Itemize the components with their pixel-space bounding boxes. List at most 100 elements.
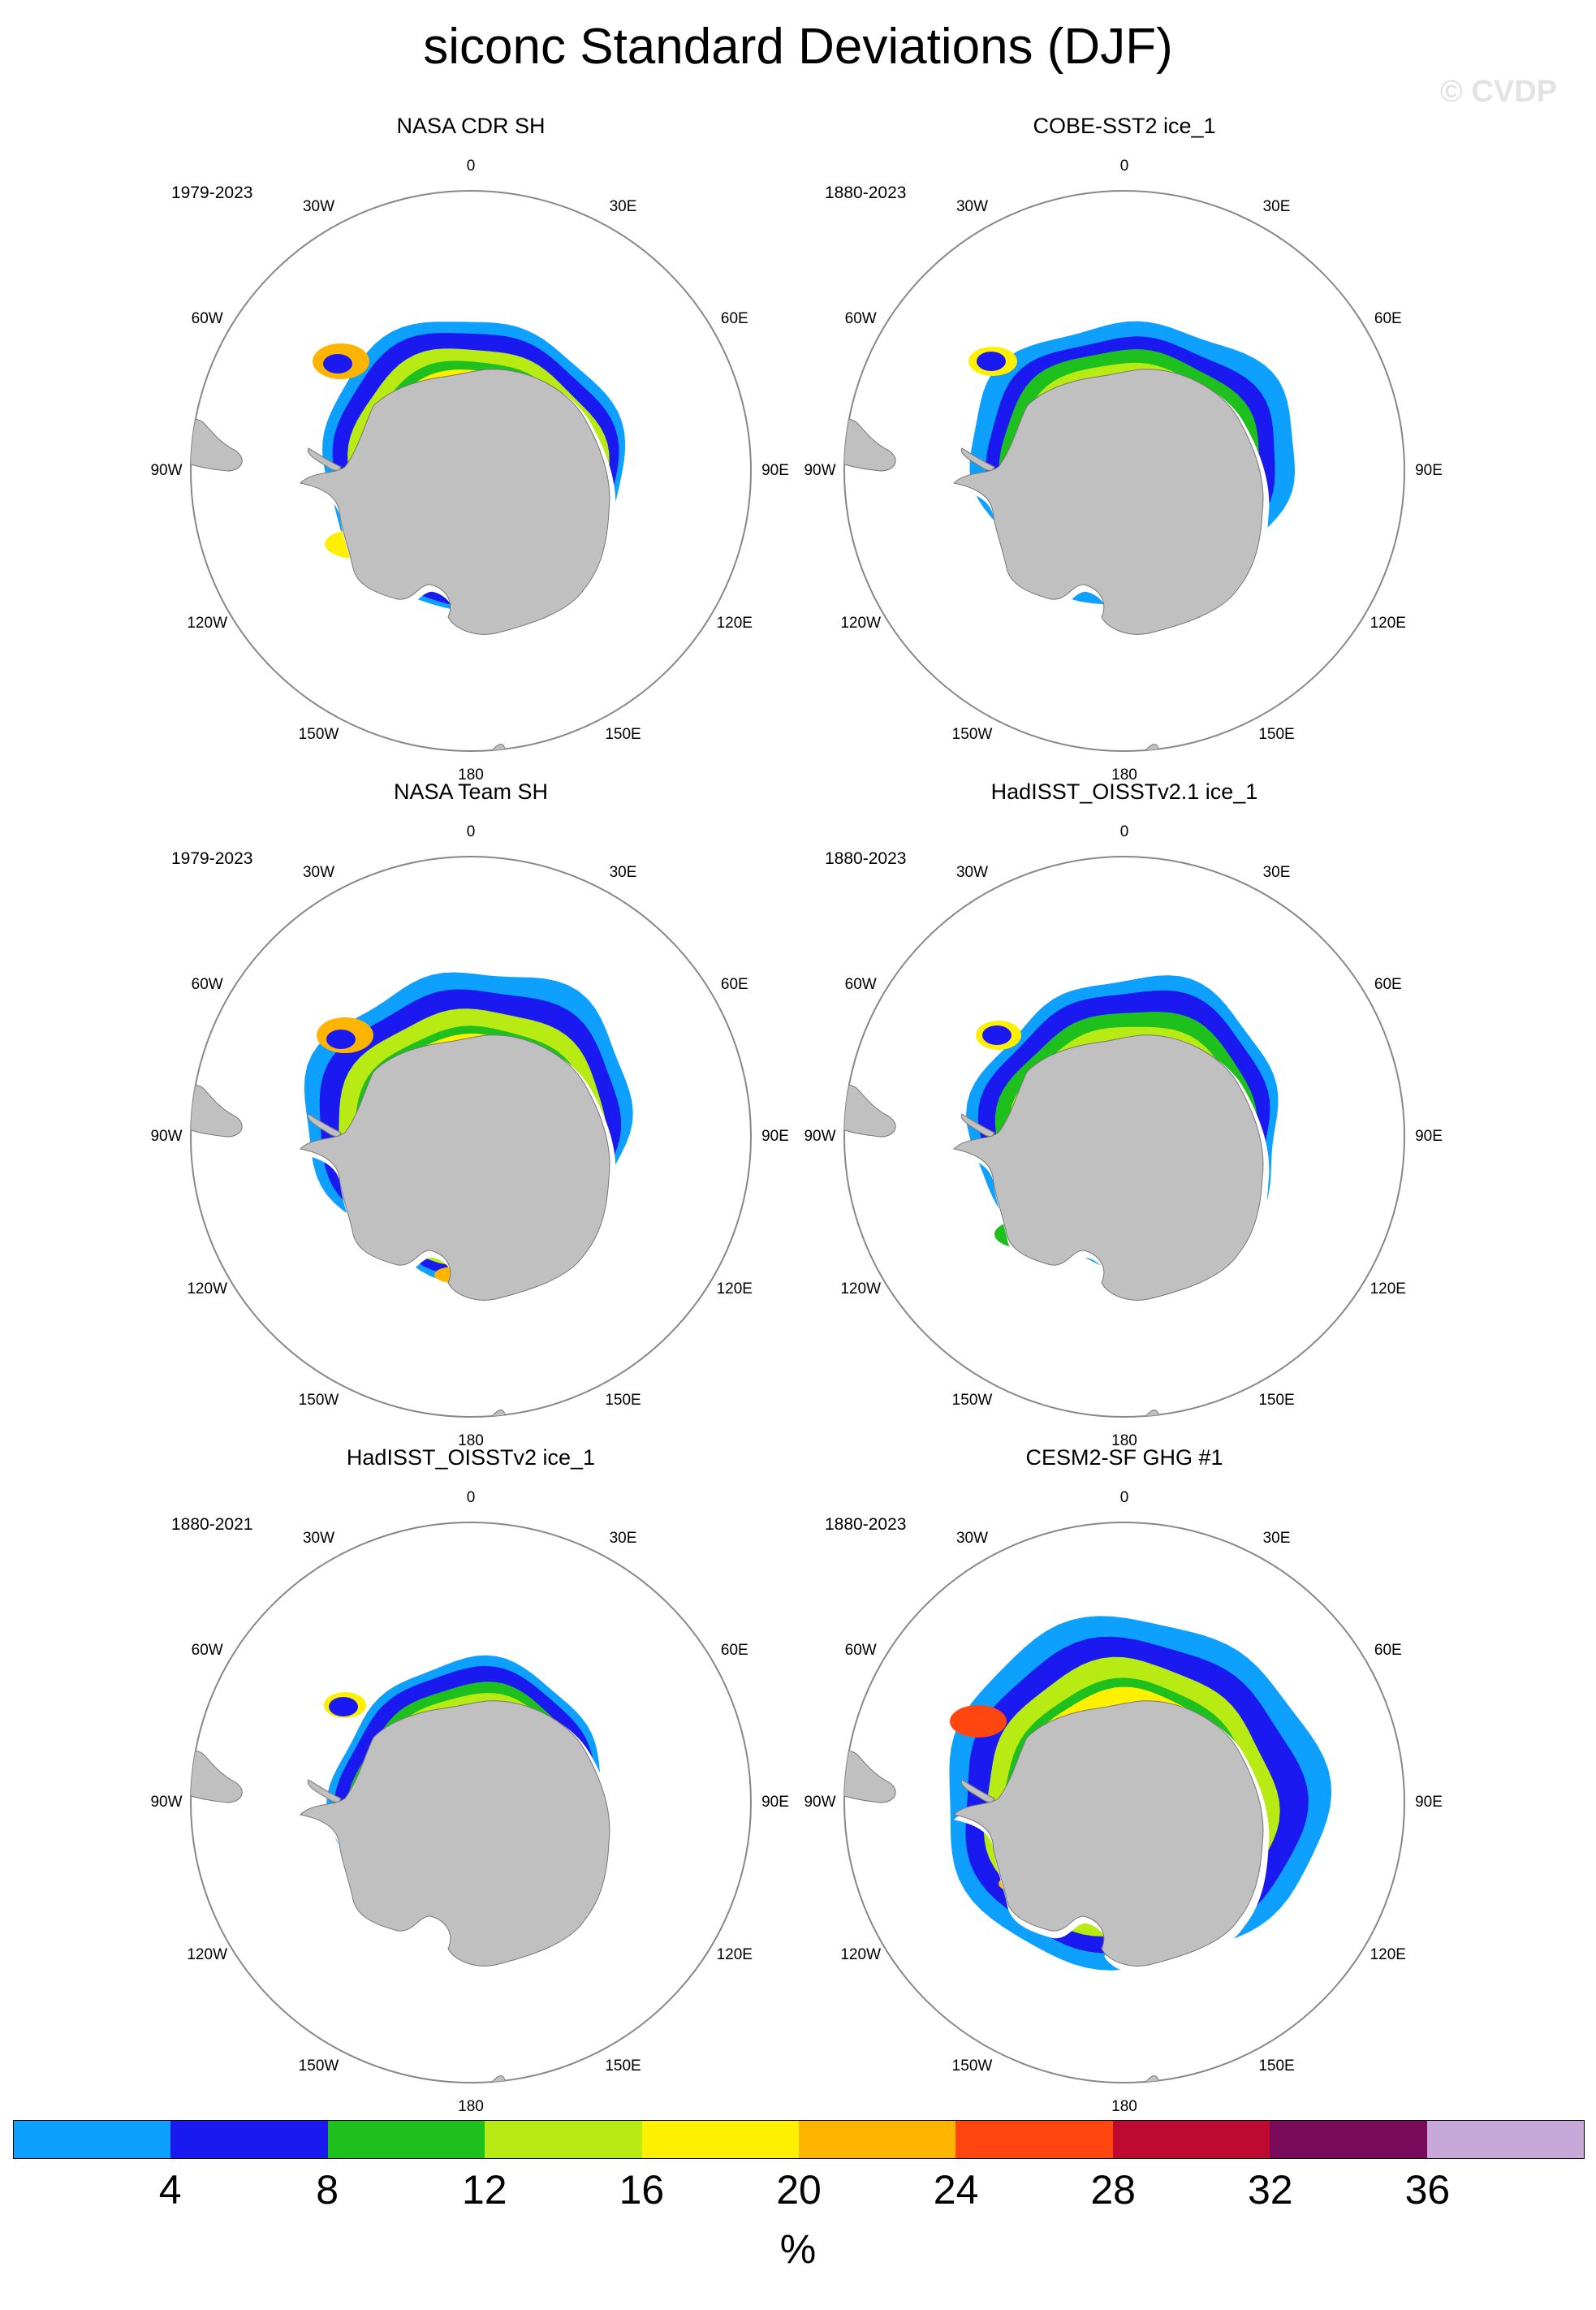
longitude-label: 120W	[840, 614, 882, 632]
longitude-label: 90E	[761, 1794, 789, 1811]
longitude-label: 150E	[1258, 2057, 1295, 2075]
panel-title: HadISST_OISSTv2 ice_1	[346, 1445, 596, 1470]
antarctic-peninsula	[307, 447, 342, 471]
longitude-label: 180	[1111, 766, 1137, 784]
new-zealand-landmass	[464, 2075, 506, 2083]
longitude-label: 180	[458, 2098, 484, 2115]
antarctica-landmass	[952, 369, 1264, 635]
antarctica-landmass	[299, 1034, 610, 1301]
colorbar-swatch	[799, 2121, 956, 2158]
new-zealand-landmass	[1117, 2075, 1159, 2083]
longitude-label: 120W	[840, 1945, 882, 1963]
colorbar-tick-label: 4	[158, 2167, 182, 2213]
longitude-label: 180	[458, 766, 484, 784]
tasmania-landmass	[1333, 1386, 1347, 1400]
new-zealand-landmass	[1117, 1410, 1159, 1417]
tasmania-landmass	[679, 2052, 693, 2066]
panel-years: 1979-2023	[171, 849, 253, 868]
longitude-label: 90W	[804, 462, 836, 479]
longitude-label: 0	[466, 823, 476, 840]
tasmania-landmass	[679, 720, 693, 734]
colorbar-swatch	[327, 2121, 485, 2158]
south-america-landmass	[844, 1750, 896, 1803]
longitude-label: 90W	[150, 1128, 183, 1145]
longitude-label: 30E	[1262, 1530, 1291, 1548]
antarctic-peninsula	[960, 1113, 995, 1137]
longitude-label: 120W	[840, 1280, 882, 1297]
polar-map	[190, 190, 752, 752]
south-america-landmass	[150, 1721, 166, 1746]
colorbar-tick-label: 24	[933, 2167, 979, 2213]
longitude-label: 150W	[298, 725, 339, 743]
longitude-label: 120W	[187, 1945, 228, 1963]
longitude-label: 60W	[844, 975, 877, 993]
longitude-label: 90E	[1415, 1128, 1443, 1145]
south-america-landmass	[844, 1084, 896, 1138]
longitude-label: 30W	[302, 1530, 335, 1548]
south-america-landmass	[804, 1721, 820, 1746]
sea-ice-hotspot	[982, 1025, 1012, 1045]
tasmania-landmass	[1333, 2052, 1347, 2066]
panel-title: NASA Team SH	[393, 779, 549, 804]
longitude-label: 150E	[605, 2057, 641, 2075]
longitude-label: 120E	[1370, 1280, 1406, 1297]
antarctica-landmass	[299, 369, 610, 635]
longitude-label: 90W	[804, 1794, 836, 1811]
longitude-label: 60E	[720, 975, 748, 993]
longitude-label: 0	[466, 158, 476, 175]
longitude-label: 30E	[609, 198, 637, 216]
antarctic-peninsula	[307, 1113, 342, 1137]
antarctica-landmass	[952, 1700, 1264, 1967]
longitude-label: 60W	[191, 1641, 223, 1659]
longitude-label: 60E	[720, 309, 748, 327]
colorbar-swatch	[955, 2121, 1113, 2158]
longitude-label: 150W	[298, 2057, 339, 2075]
colorbar-swatch	[485, 2121, 642, 2158]
antarctica-landmass	[299, 1700, 610, 1967]
longitude-label: 90E	[1415, 1794, 1443, 1811]
panel-years: 1880-2023	[825, 1515, 907, 1534]
longitude-label: 150W	[951, 2057, 993, 2075]
sea-ice-hotspot	[329, 1697, 358, 1716]
longitude-label: 120W	[187, 1280, 228, 1297]
new-zealand-landmass	[464, 744, 506, 751]
tasmania-landmass	[679, 1386, 693, 1400]
map-panel: CESM2-SF GHG #1 1880-2023 0 30E 60E 90E 120E 15…	[800, 1445, 1449, 2115]
panel-title: HadISST_OISSTv2.1 ice_1	[990, 779, 1258, 804]
colorbar-tick-label: 20	[776, 2167, 822, 2213]
antarctic-peninsula	[960, 1779, 995, 1803]
longitude-label: 90E	[1415, 462, 1443, 479]
south-america-landmass	[844, 418, 896, 472]
longitude-label: 120E	[1370, 1945, 1406, 1963]
longitude-label: 30E	[609, 864, 637, 882]
longitude-label: 180	[1111, 2098, 1137, 2115]
panel-title: NASA CDR SH	[396, 114, 546, 138]
polar-map	[804, 856, 1405, 1418]
longitude-label: 30W	[302, 198, 335, 216]
map-panel: COBE-SST2 ice_1 1880-2023 0 30E 60E 90E 120E 15…	[800, 114, 1449, 784]
colorbar-tick-label: 16	[619, 2167, 665, 2213]
colorbar-swatch	[1112, 2121, 1270, 2158]
longitude-label: 30W	[955, 198, 989, 216]
figure-title: siconc Standard Deviations (DJF)	[423, 19, 1173, 75]
longitude-label: 60W	[844, 1641, 877, 1659]
longitude-label: 30E	[609, 1530, 637, 1548]
colorbar-swatch	[1426, 2121, 1585, 2158]
longitude-label: 90E	[761, 1128, 789, 1145]
map-panel: HadISST_OISSTv2.1 ice_1 1880-2023 0 30E 60E 9…	[800, 779, 1449, 1449]
longitude-label: 30E	[1262, 864, 1291, 882]
longitude-label: 60E	[1374, 975, 1402, 993]
longitude-label: 90W	[150, 462, 183, 479]
south-america-landmass	[150, 1056, 166, 1080]
longitude-label: 0	[1119, 158, 1129, 175]
longitude-label: 0	[1119, 823, 1129, 840]
south-america-landmass	[804, 390, 820, 414]
sea-ice-hotspot	[326, 1030, 356, 1049]
longitude-label: 30E	[1262, 198, 1291, 216]
longitude-label: 30W	[955, 1530, 989, 1548]
south-america-landmass	[804, 1056, 820, 1080]
colorbar-unit: %	[779, 2226, 817, 2272]
longitude-label: 0	[1119, 1489, 1129, 1506]
panel-title: CESM2-SF GHG #1	[1025, 1445, 1223, 1470]
antarctica-landmass	[952, 1034, 1264, 1301]
